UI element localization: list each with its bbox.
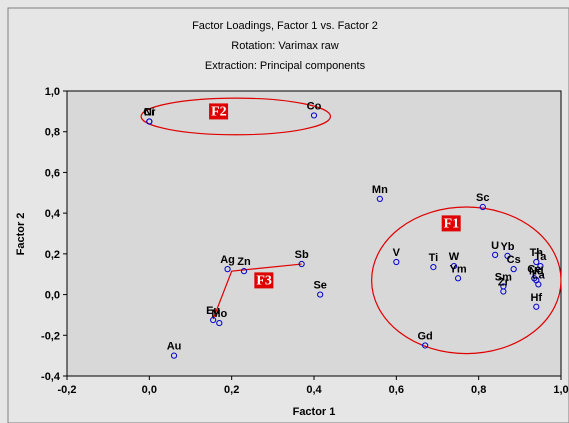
point-label-yb: Yb [500, 241, 514, 253]
point-marker-w [450, 262, 458, 270]
point-marker-au [170, 352, 178, 359]
point-label-nd: Nd [529, 265, 544, 277]
y-axis-label: Factor 2 [15, 213, 27, 256]
point-label-mn: Mn [372, 184, 388, 196]
y-tick-label: 0,4 [45, 208, 61, 220]
point-marker-u [492, 251, 499, 258]
y-tick-label: 0,2 [45, 249, 60, 261]
point-label-hf: Hf [530, 292, 542, 304]
point-marker-hf [533, 303, 540, 310]
chart-subtitle-extraction: Extraction: Principal components [205, 60, 366, 72]
annotation-label-box [209, 103, 229, 120]
point-label-co: Co [307, 100, 322, 112]
annotation-label: F2 [211, 104, 227, 119]
annotation-label: F1 [444, 216, 460, 231]
annotation-label-box [254, 272, 274, 289]
point-label-mo: Mo [211, 308, 227, 320]
point-label-zn: Zn [237, 256, 251, 268]
x-axis-label: Factor 1 [293, 406, 336, 418]
point-label-ym: Ym [450, 263, 467, 275]
point-marker-la [535, 281, 542, 288]
chart-title: Factor Loadings, Factor 1 vs. Factor 2 [192, 20, 378, 32]
point-marker-mo [216, 319, 223, 327]
point-label-sc: Sc [476, 192, 489, 204]
point-label-v: V [393, 247, 401, 259]
annotation-ellipse [140, 97, 332, 136]
annotation-label: F3 [256, 273, 272, 288]
point-label-ti: Ti [429, 252, 439, 264]
point-label-cr: Cr [143, 107, 156, 119]
y-tick-label: 0,6 [45, 167, 60, 179]
point-label-au: Au [167, 341, 182, 353]
point-label-th: Th [530, 247, 544, 259]
point-marker-ag [224, 266, 231, 273]
point-marker-co [310, 112, 318, 119]
y-tick-label: 0,0 [45, 290, 60, 302]
point-marker-th [533, 258, 540, 266]
point-marker-cr [146, 118, 153, 125]
y-tick-label: -0,2 [41, 330, 60, 342]
point-label-w: W [449, 251, 460, 263]
point-label-zr: Zr [498, 277, 510, 289]
x-tick-label: -0,2 [58, 384, 77, 396]
plot-area [66, 90, 562, 377]
point-label-ni: Ni [144, 107, 155, 119]
y-tick-label: -0,4 [41, 371, 61, 383]
point-marker-ta [537, 262, 544, 270]
y-tick-label: 1,0 [45, 86, 60, 98]
x-tick-label: 0,8 [471, 384, 486, 396]
point-label-la: La [532, 269, 546, 281]
annotation-ellipse [371, 206, 562, 355]
point-label-ce: Ce [527, 263, 541, 275]
point-marker-zr [500, 288, 507, 295]
x-tick-label: 0,4 [306, 384, 322, 396]
point-label-ta: Ta [534, 251, 547, 263]
point-marker-sb [298, 260, 305, 268]
annotation-label-box [441, 215, 461, 232]
point-label-se: Se [313, 280, 326, 292]
annotation-f3: F3 [212, 263, 302, 320]
point-marker-cs [510, 266, 517, 273]
point-marker-gd [422, 342, 429, 349]
factor-annotations: F1 F2 F3 [140, 97, 562, 355]
chart-subtitle-rotation: Rotation: Varimax raw [231, 40, 338, 52]
point-marker-se [317, 291, 324, 298]
x-tick-label: 1,0 [553, 384, 568, 396]
point-label-ag: Ag [220, 254, 235, 266]
point-label-u: U [491, 240, 499, 252]
point-marker-yb [504, 252, 511, 259]
x-tick-label: 0,6 [389, 384, 404, 396]
annotation-f2: F2 [140, 97, 332, 136]
y-tick-label: 0,8 [45, 127, 60, 139]
point-label-cs: Cs [507, 254, 521, 266]
axis-ticks: -0,2 0,0 0,2 0,4 0,6 0,8 1,0-0,4-0,20,00,20,40… [41, 86, 569, 396]
panel-frame [7, 7, 569, 423]
point-marker-v [393, 258, 400, 266]
point-label-sm: Sm [495, 271, 512, 283]
point-marker-eu [210, 316, 217, 324]
point-marker-ym [454, 275, 462, 282]
x-tick-label: 0,0 [142, 384, 157, 396]
point-label-sb: Sb [295, 249, 309, 261]
point-marker-ti [430, 263, 437, 271]
point-label-gd: Gd [418, 330, 433, 342]
point-marker-mn [376, 195, 383, 202]
point-label-eu: Eu [206, 305, 220, 317]
annotation-f1: F1 [371, 206, 562, 355]
point-marker-zn [240, 268, 248, 275]
x-tick-label: 0,2 [224, 384, 239, 396]
annotation-polyline [212, 263, 302, 320]
point-marker-sc [479, 203, 486, 211]
